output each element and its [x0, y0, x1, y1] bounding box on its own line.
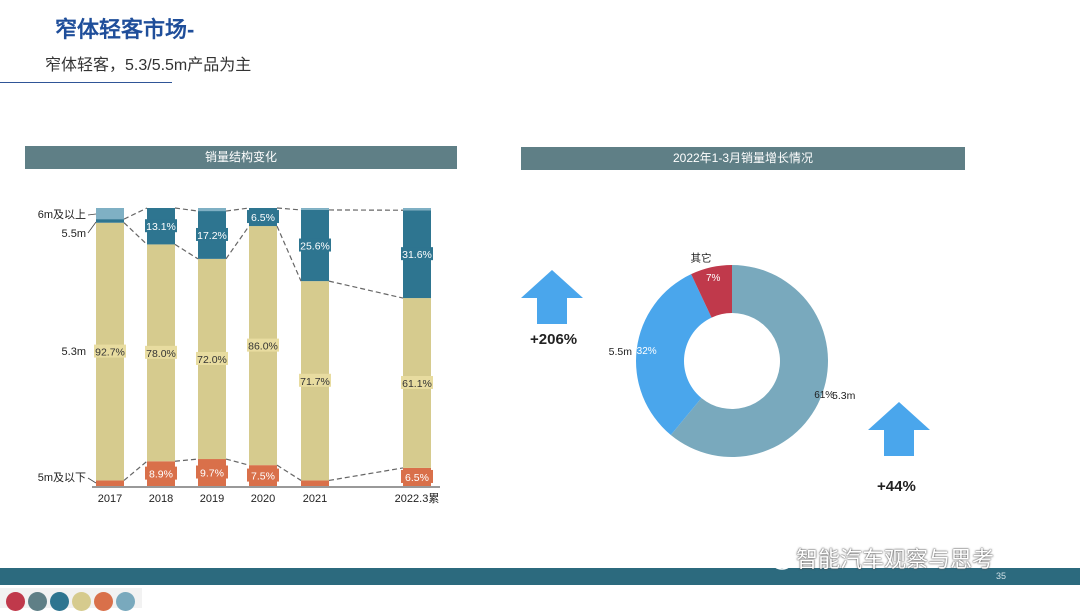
x-tick-label: 2021 [303, 493, 327, 505]
row-label: 5m及以下 [38, 472, 86, 484]
data-label: 9.7% [200, 468, 224, 480]
connector-line [226, 459, 249, 465]
connector-line [175, 244, 198, 258]
connector-line [124, 461, 147, 480]
row-label: 5.5m [62, 228, 86, 240]
connector-line [175, 208, 198, 211]
x-tick-label: 2019 [200, 493, 224, 505]
title-underline [0, 82, 172, 83]
watermark-text: 智能汽车观察与思考 [796, 542, 994, 574]
data-label: 72.0% [197, 354, 227, 366]
donut-chart-heading: 2022年1-3月销量增长情况 [521, 147, 965, 170]
connector-line [226, 208, 249, 211]
bar-segment [198, 208, 226, 211]
data-label: 17.2% [197, 230, 227, 242]
slice-name-label: 5.5m [609, 346, 633, 358]
leader-line [88, 478, 96, 483]
x-tick-label: 2020 [251, 493, 275, 505]
bar-segment [301, 208, 329, 210]
data-label: 8.9% [149, 469, 173, 481]
connector-line [226, 226, 249, 259]
data-label: 31.6% [402, 249, 432, 261]
page-subtitle: 窄体轻客，5.3/5.5m产品为主 [45, 51, 251, 75]
data-label: 6.5% [405, 472, 429, 484]
up-arrow-shape [521, 270, 583, 324]
chat-bubble-icon [760, 544, 794, 572]
slice-name-label: 5.3m [832, 390, 856, 402]
up-arrow-icon [868, 402, 930, 456]
page-number: 35 [996, 568, 1006, 585]
connector-line [277, 465, 301, 480]
color-swatch [6, 592, 25, 611]
bar-segment [96, 480, 124, 486]
leader-line [88, 222, 96, 233]
bar-segment [301, 480, 329, 486]
data-label: 86.0% [248, 341, 278, 353]
data-label: 71.7% [300, 376, 330, 388]
color-swatch [72, 592, 91, 611]
color-swatch [50, 592, 69, 611]
color-swatch [28, 592, 47, 611]
data-label: 6.5% [251, 212, 275, 224]
bar-segment [403, 208, 431, 210]
bar-segment [96, 208, 124, 219]
connector-line [329, 468, 403, 481]
bar-segment [96, 219, 124, 223]
data-label: 61.1% [402, 378, 432, 390]
leader-line [88, 214, 96, 215]
slice-value-label: 32% [637, 346, 657, 357]
color-swatches [0, 588, 142, 608]
page-title: 窄体轻客市场- [55, 12, 194, 44]
slice-value-label: 7% [706, 273, 721, 284]
color-swatch [116, 592, 135, 611]
row-label: 6m及以上 [38, 208, 86, 221]
connector-line [277, 208, 301, 210]
connector-line [124, 223, 147, 245]
growth-value-left: +206% [530, 331, 577, 348]
data-label: 92.7% [95, 347, 125, 359]
connector-line [124, 208, 147, 219]
x-tick-label: 2017 [98, 493, 122, 505]
stacked-bar-chart: 92.7% 8.9% 78.0% 13.1% 9.7% 72.0% 17.2% 7.5% 86.… [0, 195, 470, 515]
slice-name-label: 其它 [691, 251, 712, 264]
color-swatch [94, 592, 113, 611]
connector-line [277, 226, 301, 281]
connector-line [329, 281, 403, 298]
data-label: 78.0% [146, 348, 176, 360]
up-arrow-icon [521, 270, 583, 324]
data-label: 7.5% [251, 471, 275, 483]
growth-value-right: +44% [877, 478, 916, 495]
row-label: 5.3m [62, 346, 86, 358]
x-tick-label: 2022.3累 [395, 492, 440, 505]
data-label: 25.6% [300, 241, 330, 253]
data-label: 13.1% [146, 221, 176, 233]
connector-line [175, 459, 198, 461]
up-arrow-shape [868, 402, 930, 456]
x-tick-label: 2018 [149, 493, 173, 505]
bar-chart-heading: 销量结构变化 [25, 146, 457, 169]
